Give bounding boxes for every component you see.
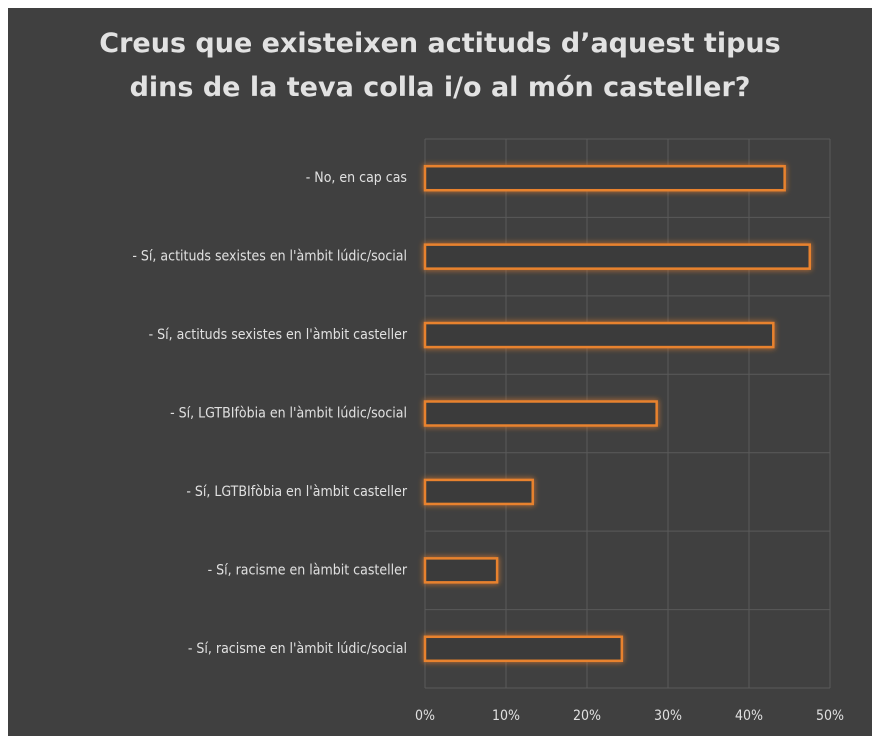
bar (423, 243, 811, 270)
bar (423, 635, 624, 663)
bar (423, 557, 499, 584)
y-tick-label: - Sí, actituds sexistes en l'àmbit lúdic… (132, 249, 407, 265)
y-tick-label: - Sí, actituds sexistes en l'àmbit caste… (149, 327, 408, 343)
bar (423, 164, 786, 192)
x-tick-label: 0% (415, 708, 435, 724)
y-tick-label: - No, en cap cas (306, 170, 407, 186)
chart-title: Creus que existeixen actituds d’aquest t… (99, 28, 781, 103)
y-tick-label: - Sí, racisme en l'àmbit lúdic/social (188, 641, 407, 657)
x-tick-label: 40% (735, 708, 763, 724)
bar (423, 478, 534, 506)
bar (423, 400, 658, 427)
chart-background (8, 8, 872, 736)
x-tick-label: 30% (654, 708, 682, 724)
y-tick-label: - Sí, racisme en làmbit casteller (208, 562, 408, 578)
x-tick-label: 10% (492, 708, 520, 724)
y-tick-label: - Sí, LGTBIfòbia en l'àmbit casteller (186, 484, 407, 500)
bar (423, 321, 775, 349)
x-tick-label: 50% (816, 708, 844, 724)
y-tick-label: - Sí, LGTBIfòbia en l'àmbit lúdic/social (170, 406, 407, 422)
x-tick-label: 20% (573, 708, 601, 724)
